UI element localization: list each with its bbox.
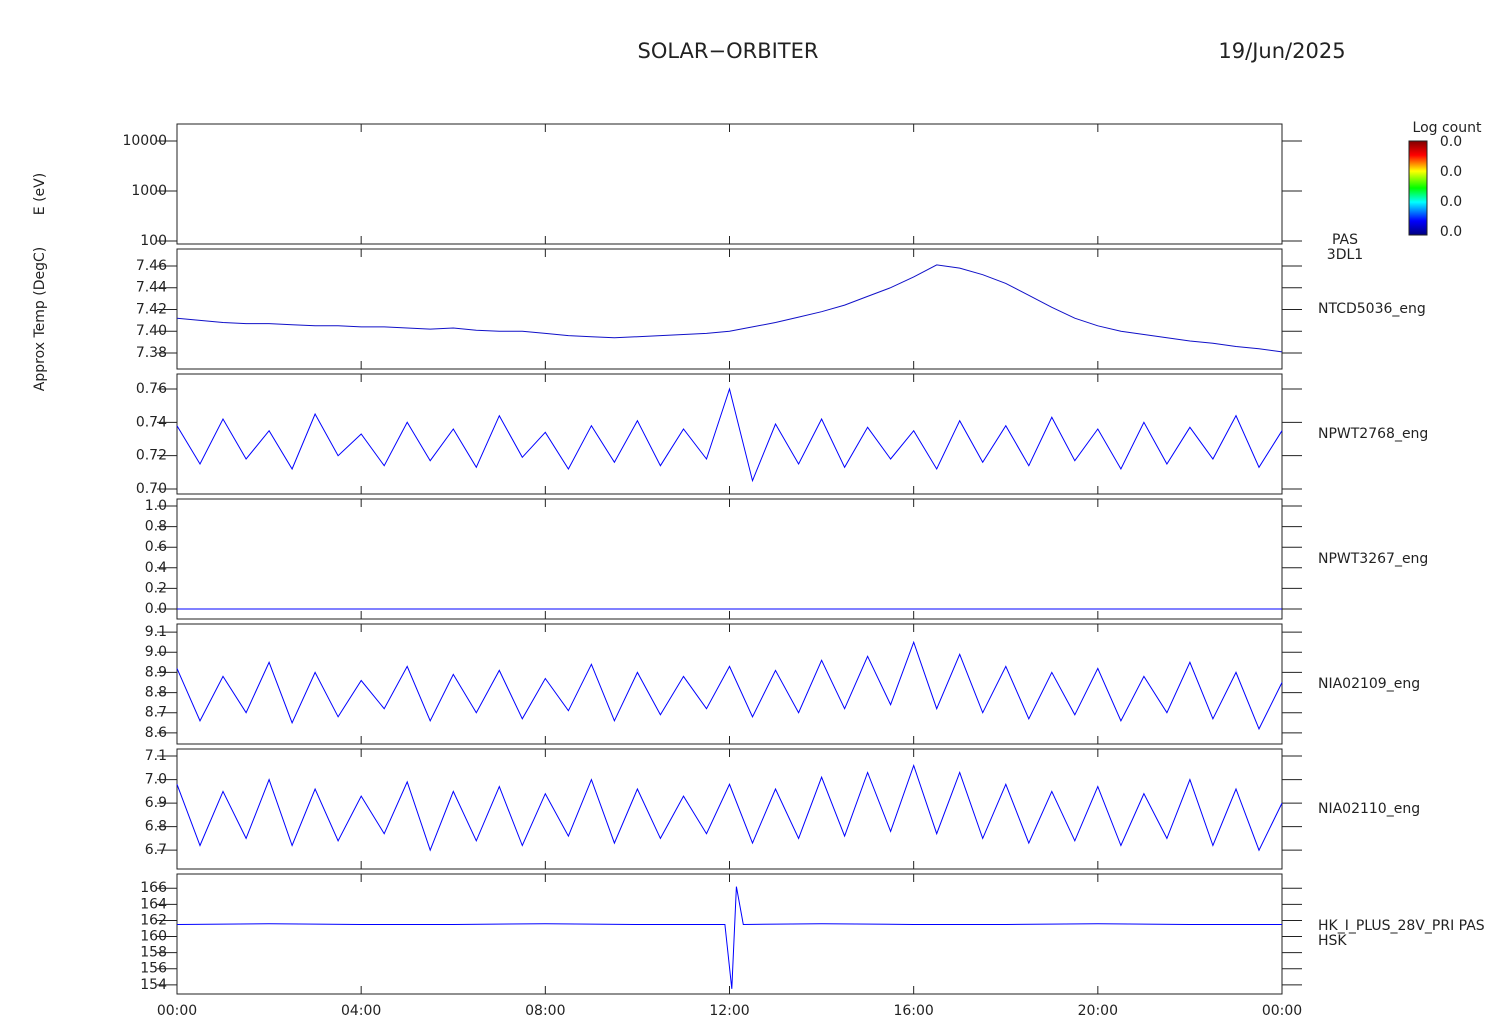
panel-frame: [176, 623, 1283, 745]
y-tick-label: 6.8: [145, 819, 167, 835]
y-tick-label: 0.0: [145, 601, 167, 617]
panel-label: NIA02110_eng: [1318, 801, 1420, 817]
y-tick-label: 7.46: [136, 258, 167, 274]
y-tick-label: 154: [140, 977, 167, 993]
y-tick-label: 162: [140, 912, 167, 928]
x-tick-label: 08:00: [525, 1003, 565, 1019]
panel-frame: [176, 748, 1283, 870]
panel-label: HK_I_PLUS_28V_PRI PAS: [1318, 918, 1485, 934]
y-tick-label: 8.9: [145, 664, 167, 680]
y-tick-label: 7.1: [145, 748, 167, 764]
data-line: [176, 387, 1283, 483]
y-axis-label: Approx Temp (DegC): [32, 247, 48, 391]
x-tick-label: 04:00: [341, 1003, 381, 1019]
panel-frame: [176, 123, 1283, 245]
y-tick-label: 6.9: [145, 795, 167, 811]
y-tick-label: 0.74: [136, 414, 167, 430]
y-tick-label: 7.38: [136, 345, 167, 361]
data-line: [176, 763, 1283, 852]
chart-date: 19/Jun/2025: [1218, 39, 1345, 63]
y-tick-label: 7.40: [136, 323, 167, 339]
y-tick-label: 164: [140, 896, 167, 912]
y-tick-label: 10000: [122, 133, 167, 149]
y-tick-label: 9.1: [145, 624, 167, 640]
y-tick-label: 7.44: [136, 280, 167, 296]
y-tick-label: 1000: [131, 183, 167, 199]
colorbar: [1408, 140, 1428, 236]
colorbar-title: Log count: [1413, 120, 1482, 136]
y-tick-label: 0.72: [136, 448, 167, 464]
y-tick-label: 0.4: [145, 560, 167, 576]
x-tick-label: 12:00: [709, 1003, 749, 1019]
colorbar-label: 0.0: [1440, 134, 1462, 150]
panel-frame: [176, 873, 1283, 995]
y-tick-label: 160: [140, 929, 167, 945]
colorbar-label: 0.0: [1440, 164, 1462, 180]
panel-label: NIA02109_eng: [1318, 676, 1420, 692]
y-tick-label: 166: [140, 880, 167, 896]
y-tick-label: 8.8: [145, 685, 167, 701]
x-tick-label: 00:00: [157, 1003, 197, 1019]
panel-frame: [176, 498, 1283, 620]
y-tick-label: 1.0: [145, 498, 167, 514]
panel-label: HSK: [1318, 933, 1347, 949]
y-tick-label: 0.2: [145, 580, 167, 596]
data-line: [176, 640, 1283, 731]
x-tick-label: 20:00: [1078, 1003, 1118, 1019]
data-line: [176, 264, 1283, 353]
y-tick-label: 7.0: [145, 772, 167, 788]
panel-frame: [176, 248, 1283, 370]
y-tick-label: 100: [140, 233, 167, 249]
y-axis-label: E (eV): [32, 173, 48, 215]
panel-label: 3DL1: [1327, 247, 1363, 263]
x-tick-label: 16:00: [893, 1003, 933, 1019]
y-tick-label: 6.7: [145, 842, 167, 858]
x-tick-label: 00:00: [1262, 1003, 1302, 1019]
y-tick-label: 8.6: [145, 725, 167, 741]
y-tick-label: 156: [140, 961, 167, 977]
y-tick-label: 0.8: [145, 519, 167, 535]
y-tick-label: 8.7: [145, 705, 167, 721]
colorbar-label: 0.0: [1440, 194, 1462, 210]
panel-label: NPWT3267_eng: [1318, 551, 1428, 567]
y-tick-label: 158: [140, 945, 167, 961]
panel-label: NPWT2768_eng: [1318, 426, 1428, 442]
y-tick-label: 0.6: [145, 539, 167, 555]
panel-label: NTCD5036_eng: [1318, 301, 1426, 317]
panel-frame: [176, 373, 1283, 495]
y-tick-label: 0.76: [136, 381, 167, 397]
colorbar-label: 0.0: [1440, 224, 1462, 240]
data-line: [176, 886, 1282, 989]
y-tick-label: 7.42: [136, 301, 167, 317]
panel-label: PAS: [1332, 232, 1358, 248]
y-tick-label: 0.70: [136, 481, 167, 497]
chart-title: SOLAR−ORBITER: [637, 39, 818, 63]
y-tick-label: 9.0: [145, 644, 167, 660]
